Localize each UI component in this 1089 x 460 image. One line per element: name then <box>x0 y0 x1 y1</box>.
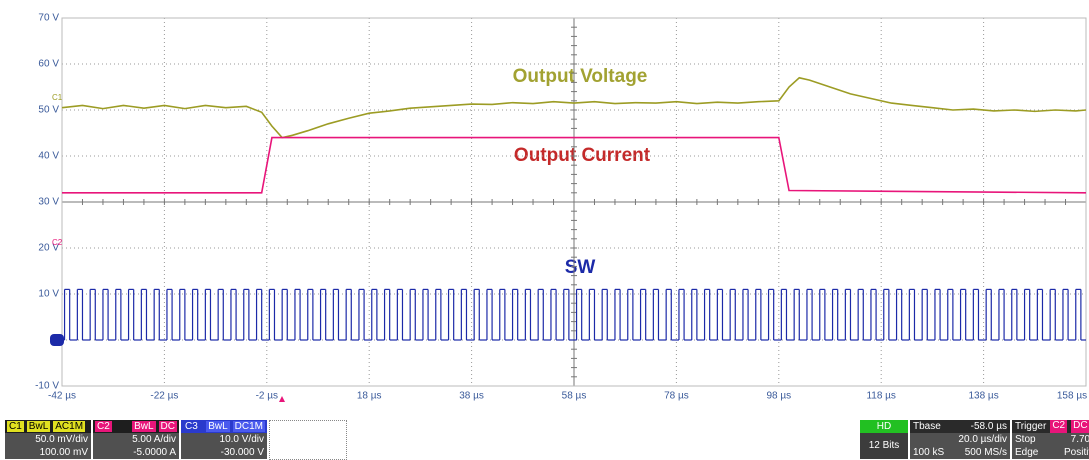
y-tick-label: 50 V <box>38 105 59 116</box>
x-tick-label: 58 µs <box>562 391 587 402</box>
channel-marker: C1 <box>52 93 63 102</box>
x-tick-label: 118 µs <box>866 391 895 402</box>
mode: Stop <box>1015 434 1036 445</box>
annotation: Output Voltage <box>513 66 648 87</box>
channel-marker: C2 <box>52 238 63 247</box>
y-tick-label: 40 V <box>38 151 59 162</box>
timebase-box: Tbase -58.0 µs 20.0 µs/div 100 kS 500 MS/s <box>910 420 1010 459</box>
flag: BwL <box>206 421 230 432</box>
y-tick-label: 30 V <box>38 197 59 208</box>
source: C2 <box>1050 420 1068 433</box>
x-tick-label: -22 µs <box>150 391 178 402</box>
y-tick-label: 70 V <box>38 13 59 24</box>
acq-box: HD 12 Bits <box>860 420 908 459</box>
x-tick-label: 98 µs <box>766 391 791 402</box>
x-tick-label: 138 µs <box>968 391 998 402</box>
x-tick-label: -42 µs <box>48 391 76 402</box>
channel-name: C1 <box>7 421 24 432</box>
offset: -30.000 V <box>181 446 267 459</box>
channel-box: C1 BwL AC1M 50.0 mV/div 100.00 mV <box>5 420 91 459</box>
trace <box>61 76 1087 139</box>
scale: 20.0 µs/div <box>958 434 1007 445</box>
offset: 100.00 mV <box>5 446 91 459</box>
x-tick-label: 158 µs <box>1057 391 1087 402</box>
channel-box: C3 BwL DC1M 10.0 V/div -30.000 V <box>181 420 267 459</box>
delay: -58.0 µs <box>970 421 1007 432</box>
trace <box>62 136 1087 194</box>
trigger-marker <box>279 396 285 402</box>
channel-marker <box>50 334 64 346</box>
empty-slot <box>269 420 347 460</box>
slope: Positive <box>1063 447 1089 458</box>
plot-frame <box>61 17 1087 387</box>
flag: BwL <box>26 421 51 432</box>
x-tick-label: 78 µs <box>664 391 689 402</box>
x-tick-label: 18 µs <box>357 391 382 402</box>
flag: DC <box>158 421 177 432</box>
flag: AC1M <box>53 421 86 432</box>
scale: 50.0 mV/div <box>5 433 91 446</box>
samples: 100 kS <box>913 447 945 458</box>
x-tick-label: 38 µs <box>459 391 484 402</box>
flag: DC1M <box>232 421 265 432</box>
x-tick-label: -2 µs <box>256 391 278 402</box>
label: Tbase <box>913 421 941 432</box>
rate: 500 MS/s <box>964 447 1007 458</box>
y-tick-label: 10 V <box>38 289 59 300</box>
y-tick-label: 60 V <box>38 59 59 70</box>
channel-box: C2 BwL DC 5.00 A/div -5.0000 A <box>93 420 179 459</box>
scale: 10.0 V/div <box>181 433 267 446</box>
channel-name: C3 <box>183 421 200 432</box>
y-tick-label: 20 V <box>38 243 59 254</box>
y-tick-label: -10 V <box>35 381 59 392</box>
annotation: SW <box>565 257 596 278</box>
coupling: DC <box>1071 420 1089 433</box>
type: Edge <box>1015 447 1039 458</box>
level: 7.70 A <box>1070 434 1089 445</box>
scale: 5.00 A/div <box>93 433 179 446</box>
channel-name: C2 <box>95 421 112 432</box>
offset: -5.0000 A <box>93 446 179 459</box>
acq-bits: 12 Bits <box>868 440 900 451</box>
plot: Output Voltage Output Current SW -10 V01… <box>35 13 1087 402</box>
label: Trigger <box>1015 421 1047 432</box>
flag: BwL <box>132 421 156 432</box>
acq-mode: HD <box>876 421 892 432</box>
